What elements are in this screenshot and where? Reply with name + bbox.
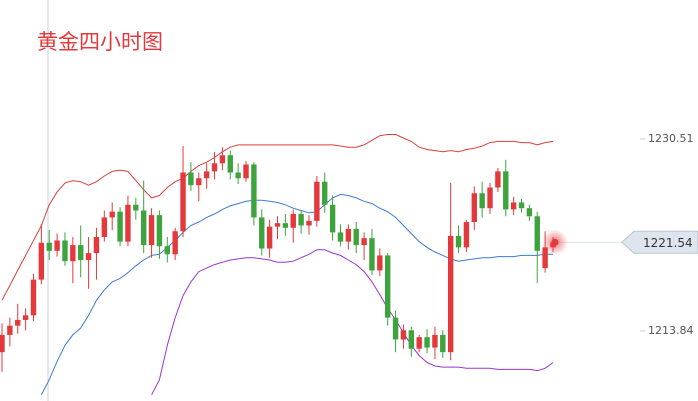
candle-body: [85, 253, 92, 261]
band-line: [1, 134, 554, 301]
candle-body: [274, 223, 281, 227]
candle-body: [15, 319, 21, 326]
candle-body: [196, 178, 202, 186]
candle-body: [243, 164, 249, 179]
candle-body: [298, 213, 304, 226]
candle-body: [172, 231, 178, 255]
candle-body: [70, 245, 76, 262]
candle-body: [188, 172, 194, 186]
candle-body: [534, 216, 540, 251]
candle-body: [227, 155, 233, 173]
candles: [0, 146, 556, 372]
price-tag-label: 1221.54: [643, 236, 693, 250]
candle-body: [251, 164, 257, 218]
candle-body: [416, 337, 422, 349]
candle-body: [235, 172, 241, 179]
candle-body: [447, 235, 454, 353]
candle-body: [219, 155, 226, 164]
candle-body: [0, 334, 5, 353]
candle-body: [455, 235, 462, 248]
candle-body: [117, 211, 123, 242]
candle-body: [140, 210, 147, 246]
band-line: [40, 193, 553, 396]
candle-body: [440, 334, 446, 353]
price-tag: [621, 230, 698, 254]
candle-body: [424, 337, 430, 348]
candle-body: [180, 172, 186, 232]
y-tick-label: 1230.51: [648, 132, 694, 145]
candle-body: [290, 213, 296, 228]
candle-body: [78, 245, 84, 261]
candle-body: [259, 217, 265, 249]
last-price-dot: [551, 238, 559, 246]
candle-body: [133, 204, 139, 211]
band-line: [151, 249, 554, 396]
candle-body: [7, 325, 13, 335]
candle-body: [463, 222, 470, 248]
candle-body: [385, 255, 391, 318]
candle-body: [306, 220, 312, 226]
candle-body: [369, 238, 375, 271]
chart-title: 黄金四小时图: [37, 30, 163, 54]
candle-body: [62, 240, 68, 262]
candle-body: [101, 217, 108, 238]
candle-body: [30, 279, 37, 316]
candle-body: [314, 181, 320, 221]
candle-body: [400, 330, 407, 340]
candle-body: [337, 232, 344, 242]
candle-body: [479, 193, 485, 209]
grid: 1213.84 1230.51: [640, 132, 694, 337]
candle-body: [487, 187, 493, 209]
candle-body: [54, 240, 60, 251]
candle-body: [503, 171, 509, 210]
candle-body: [361, 238, 367, 246]
candle-body: [495, 171, 501, 188]
candle-body: [125, 204, 131, 242]
candle-body: [266, 226, 273, 249]
candle-body: [109, 211, 115, 218]
candle-body: [38, 242, 45, 280]
candle-body: [510, 202, 517, 210]
candle-body: [345, 228, 352, 242]
candle-body: [211, 163, 218, 172]
candle-body: [329, 204, 336, 233]
y-tick-label: 1213.84: [648, 324, 694, 337]
candle-body: [22, 315, 29, 320]
candle-body: [408, 330, 415, 349]
last-price: 1221.54: [542, 229, 698, 256]
candle-body: [46, 242, 52, 251]
candle-body: [282, 223, 289, 228]
candle-body: [353, 228, 359, 246]
candle-body: [526, 208, 533, 217]
candle-body: [377, 255, 383, 271]
candle-body: [518, 202, 525, 209]
candle-body: [542, 247, 548, 269]
candle-body: [432, 334, 438, 348]
candle-body: [164, 246, 170, 255]
candle-body: [392, 317, 399, 340]
bands: [1, 134, 554, 396]
candle-body: [322, 181, 328, 205]
candle-body: [156, 215, 163, 247]
candle-body: [203, 171, 210, 179]
candle-body: [93, 237, 100, 254]
candle-body: [471, 193, 477, 223]
candle-body: [148, 215, 155, 246]
